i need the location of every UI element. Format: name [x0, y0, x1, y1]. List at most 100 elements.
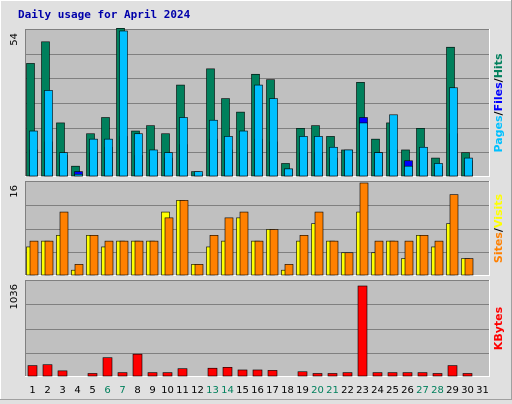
x-tick-label: 8 [134, 385, 140, 396]
sites-bar [374, 240, 384, 276]
x-tick-label: 11 [176, 385, 189, 396]
pages-bar [434, 163, 443, 177]
x-tick-label: 18 [281, 385, 294, 396]
sites-bar [59, 211, 69, 276]
kbytes-bar [42, 364, 53, 377]
kbytes-bar [102, 357, 113, 377]
legend-entry-kbytes: KBytes [492, 306, 505, 350]
legend-separator: / [492, 227, 505, 232]
pages-bar [209, 119, 218, 177]
kbytes-bar [177, 368, 188, 377]
sites-bar [419, 235, 429, 276]
x-tick-label: 19 [296, 385, 309, 396]
x-tick-label: 28 [431, 385, 444, 396]
x-tick-label: 5 [89, 385, 95, 396]
x-tick-label: 2 [44, 385, 50, 396]
sites-bar [119, 240, 129, 276]
x-tick-label: 3 [59, 385, 65, 396]
kbytes-bar [402, 372, 413, 377]
sites-bar [89, 235, 99, 276]
sites-bar [74, 264, 84, 276]
x-tick-label: 1 [29, 385, 35, 396]
kbytes-bar [27, 365, 38, 377]
sites-bar [29, 240, 39, 276]
pages-bar [344, 149, 353, 177]
bottom-panel-plot-area [25, 280, 490, 377]
top-legend: Pages/Files/Hits [492, 53, 505, 152]
pages-bar [269, 98, 278, 177]
sites-bar [464, 258, 474, 276]
sites-bar [239, 211, 249, 276]
pages-bar [314, 136, 323, 177]
pages-bar [449, 87, 458, 177]
pages-bar [224, 136, 233, 177]
kbytes-bar [267, 370, 278, 377]
kbytes-bar [222, 367, 233, 377]
legend-entry-hits: Hits [492, 53, 505, 78]
kbytes-bar [387, 372, 398, 377]
pages-bar [329, 146, 338, 177]
sites-bar [434, 240, 444, 276]
kbytes-bar [237, 369, 248, 377]
sites-bar [179, 200, 189, 276]
legend-entry-files: Files [492, 82, 505, 112]
pages-bar [419, 146, 428, 177]
x-tick-label: 26 [401, 385, 414, 396]
kbytes-bar [117, 372, 128, 377]
sites-bar [254, 240, 264, 276]
sites-bar [164, 217, 174, 276]
x-tick-label: 7 [119, 385, 125, 396]
kbytes-bar [162, 372, 173, 377]
sites-bar [269, 229, 279, 276]
sites-bar [149, 240, 159, 276]
sites-bar [389, 240, 399, 276]
sites-bar [104, 240, 114, 276]
kbytes-bar [432, 373, 443, 377]
middle-legend: Sites/Visits [492, 193, 505, 263]
sites-bar [44, 240, 54, 276]
pages-bar [404, 165, 413, 177]
x-tick-label: 14 [221, 385, 234, 396]
middle-ymax-label: 16 [9, 185, 20, 198]
legend-entry-pages: Pages [492, 115, 505, 153]
bottom-ymax-label: 1036 [9, 284, 20, 309]
x-tick-label: 24 [371, 385, 384, 396]
sites-bar [209, 235, 219, 276]
kbytes-bar [207, 367, 218, 377]
chart-title: Daily usage for April 2024 [18, 8, 191, 21]
pages-bar [389, 114, 398, 177]
bottom-legend: KBytes [492, 306, 505, 350]
x-tick-label: 20 [311, 385, 324, 396]
pages-bar [134, 133, 143, 177]
x-tick-label: 16 [251, 385, 264, 396]
pages-bar [254, 84, 263, 177]
pages-bar [194, 171, 203, 177]
pages-bar [374, 152, 383, 177]
kbytes-bar [447, 365, 458, 377]
pages-bar [29, 130, 38, 177]
x-tick-label: 22 [341, 385, 354, 396]
legend-separator: / [492, 110, 505, 115]
sites-bar [224, 217, 234, 276]
x-tick-label: 9 [149, 385, 155, 396]
legend-entry-sites: Sites [492, 232, 505, 263]
x-tick-label: 27 [416, 385, 429, 396]
kbytes-bar [462, 373, 473, 377]
kbytes-bar [132, 353, 143, 377]
x-tick-label: 31 [476, 385, 489, 396]
pages-bar [239, 130, 248, 177]
kbytes-bar [417, 372, 428, 377]
sites-bar [449, 194, 459, 276]
kbytes-bar [372, 372, 383, 377]
x-tick-label: 23 [356, 385, 369, 396]
x-tick-label: 25 [386, 385, 399, 396]
x-tick-label: 15 [236, 385, 249, 396]
kbytes-bar [252, 369, 263, 377]
kbytes-bar [87, 373, 98, 377]
kbytes-bar [327, 373, 338, 377]
legend-separator: / [492, 77, 505, 82]
pages-bar [89, 138, 98, 177]
pages-bar [44, 90, 53, 177]
x-tick-label: 29 [446, 385, 459, 396]
